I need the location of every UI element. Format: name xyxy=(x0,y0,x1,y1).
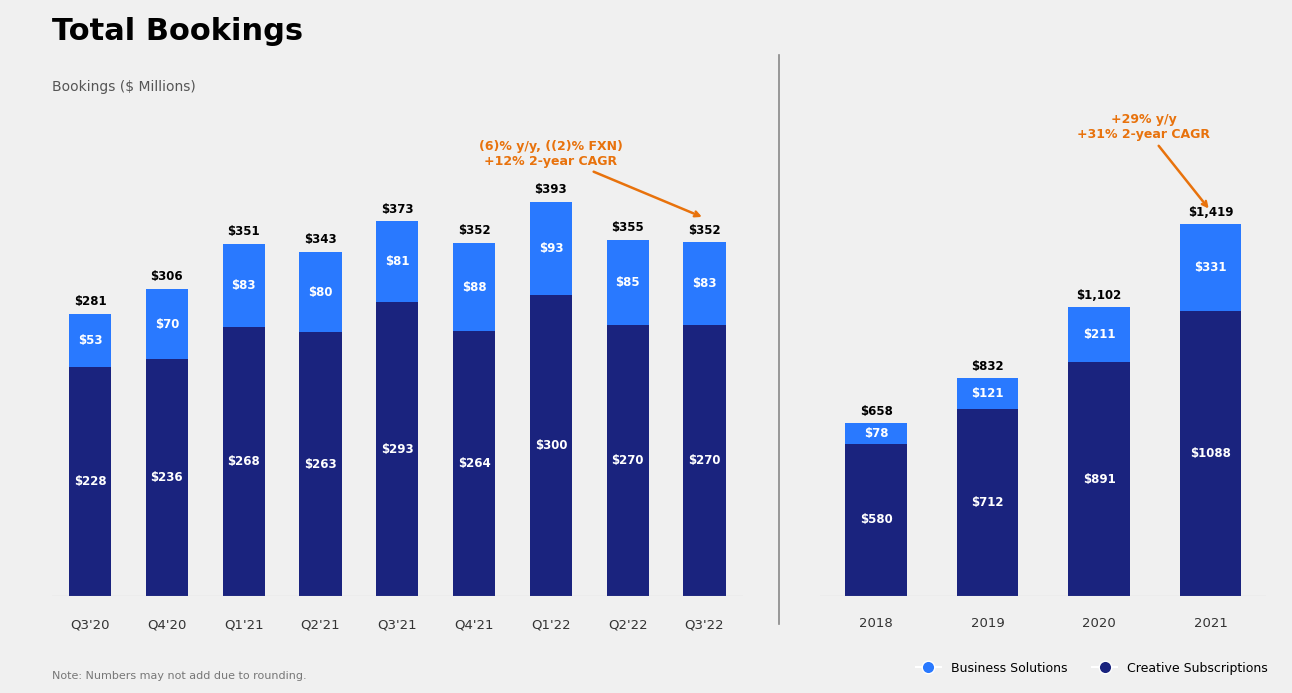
Text: $293: $293 xyxy=(381,443,413,455)
Text: $81: $81 xyxy=(385,255,410,268)
Text: 2021: 2021 xyxy=(1194,617,1227,630)
Bar xyxy=(1180,224,1242,310)
Text: Total Bookings: Total Bookings xyxy=(52,17,302,46)
Text: $658: $658 xyxy=(859,405,893,418)
Text: $85: $85 xyxy=(615,276,640,289)
Bar xyxy=(606,240,649,325)
Text: $281: $281 xyxy=(74,295,106,308)
Bar xyxy=(530,202,572,295)
Text: $270: $270 xyxy=(689,454,721,467)
Text: Q1'22: Q1'22 xyxy=(531,618,571,631)
Text: $1,419: $1,419 xyxy=(1187,206,1233,218)
Text: +29% y/y
+31% 2-year CAGR: +29% y/y +31% 2-year CAGR xyxy=(1078,113,1211,207)
Text: $343: $343 xyxy=(304,233,337,246)
Text: $712: $712 xyxy=(972,496,1004,509)
Text: $832: $832 xyxy=(972,360,1004,373)
Bar xyxy=(222,327,265,596)
Text: Q1'21: Q1'21 xyxy=(224,618,264,631)
Text: 2020: 2020 xyxy=(1083,617,1116,630)
Text: $352: $352 xyxy=(457,224,491,237)
Text: $211: $211 xyxy=(1083,328,1115,341)
Text: Q3'21: Q3'21 xyxy=(377,618,417,631)
Bar xyxy=(957,410,1018,596)
Bar xyxy=(300,252,341,332)
Bar xyxy=(453,243,495,331)
Text: 2019: 2019 xyxy=(970,617,1004,630)
Bar xyxy=(376,221,419,302)
Text: $264: $264 xyxy=(457,457,491,470)
Bar xyxy=(845,444,907,596)
Text: Q4'20: Q4'20 xyxy=(147,618,186,631)
Text: Q3'22: Q3'22 xyxy=(685,618,725,631)
Bar xyxy=(453,331,495,596)
Text: $228: $228 xyxy=(74,475,106,488)
Bar xyxy=(683,242,726,325)
Text: $300: $300 xyxy=(535,439,567,452)
Text: $393: $393 xyxy=(535,183,567,196)
Text: Q3'20: Q3'20 xyxy=(70,618,110,631)
Legend: Business Solutions, Creative Subscriptions: Business Solutions, Creative Subscriptio… xyxy=(911,657,1273,680)
Text: Note: Numbers may not add due to rounding.: Note: Numbers may not add due to roundin… xyxy=(52,671,306,681)
Bar xyxy=(957,378,1018,410)
Text: $580: $580 xyxy=(859,514,893,527)
Text: Q2'21: Q2'21 xyxy=(301,618,340,631)
Bar xyxy=(300,332,341,596)
Text: $270: $270 xyxy=(611,454,643,467)
Text: 2018: 2018 xyxy=(859,617,893,630)
Bar xyxy=(1068,362,1129,596)
Bar xyxy=(606,325,649,596)
Text: $1,102: $1,102 xyxy=(1076,289,1121,301)
Bar xyxy=(1180,310,1242,596)
Text: $306: $306 xyxy=(151,270,183,283)
Bar xyxy=(376,302,419,596)
Bar xyxy=(68,314,111,367)
Bar xyxy=(683,325,726,596)
Text: $80: $80 xyxy=(309,286,333,299)
Bar xyxy=(68,367,111,596)
Text: $88: $88 xyxy=(461,281,486,294)
Text: Bookings ($ Millions): Bookings ($ Millions) xyxy=(52,80,195,94)
Text: $351: $351 xyxy=(227,225,260,238)
Text: $78: $78 xyxy=(864,427,889,440)
Text: $355: $355 xyxy=(611,221,645,234)
Bar xyxy=(222,244,265,327)
Text: $331: $331 xyxy=(1194,261,1226,274)
Text: $268: $268 xyxy=(227,455,260,468)
Text: $236: $236 xyxy=(151,471,183,484)
Bar xyxy=(1068,307,1129,362)
Bar xyxy=(146,360,189,596)
Bar xyxy=(530,295,572,596)
Text: $83: $83 xyxy=(693,277,717,290)
Text: $352: $352 xyxy=(689,224,721,237)
Bar xyxy=(845,423,907,444)
Text: $70: $70 xyxy=(155,318,180,331)
Text: $891: $891 xyxy=(1083,473,1115,486)
Text: $373: $373 xyxy=(381,203,413,216)
Text: Q4'21: Q4'21 xyxy=(455,618,494,631)
Text: $121: $121 xyxy=(972,387,1004,400)
Text: (6)% y/y, ((2)% FXN)
+12% 2-year CAGR: (6)% y/y, ((2)% FXN) +12% 2-year CAGR xyxy=(479,140,699,216)
Text: $83: $83 xyxy=(231,279,256,292)
Text: $263: $263 xyxy=(304,457,337,471)
Text: Q2'22: Q2'22 xyxy=(607,618,647,631)
Text: $53: $53 xyxy=(78,334,102,347)
Text: $1088: $1088 xyxy=(1190,447,1231,460)
Bar xyxy=(146,289,189,360)
Text: $93: $93 xyxy=(539,242,563,255)
